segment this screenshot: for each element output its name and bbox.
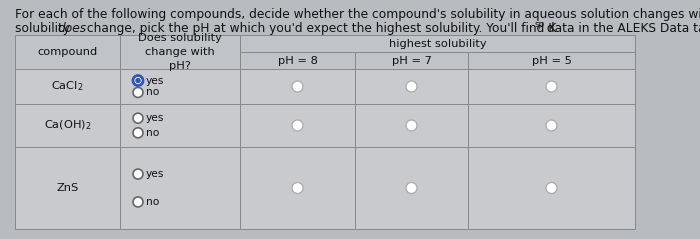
Text: highest solubility: highest solubility	[389, 38, 486, 49]
Circle shape	[133, 128, 143, 138]
Bar	[355, 147, 468, 229]
Bar	[120, 69, 240, 104]
Bar	[240, 69, 355, 104]
Text: no: no	[146, 87, 160, 98]
Circle shape	[292, 81, 303, 92]
Bar	[15, 147, 120, 229]
Bar	[468, 147, 635, 229]
Circle shape	[133, 169, 143, 179]
Text: pH = 5: pH = 5	[531, 55, 571, 65]
Bar	[240, 104, 355, 147]
Circle shape	[546, 120, 557, 131]
Text: solubility: solubility	[15, 22, 74, 35]
Text: CaCl$_2$: CaCl$_2$	[51, 80, 84, 93]
Text: pH = 8: pH = 8	[278, 55, 317, 65]
Circle shape	[133, 87, 143, 98]
Circle shape	[546, 81, 557, 92]
Circle shape	[133, 76, 143, 86]
Bar	[355, 104, 468, 147]
Bar	[355, 69, 468, 104]
Bar	[468, 52, 635, 69]
Text: no: no	[146, 197, 160, 207]
Text: yes: yes	[146, 76, 164, 86]
Circle shape	[406, 120, 417, 131]
Circle shape	[292, 183, 303, 194]
Text: pH = 7: pH = 7	[391, 55, 431, 65]
Circle shape	[133, 76, 143, 86]
Circle shape	[292, 120, 303, 131]
Text: ZnS: ZnS	[57, 183, 78, 193]
Text: compound: compound	[37, 47, 97, 57]
Bar	[468, 104, 635, 147]
Bar	[240, 35, 635, 52]
Text: sp: sp	[534, 20, 544, 29]
Text: Does solubility
change with
pH?: Does solubility change with pH?	[138, 33, 222, 71]
Circle shape	[406, 81, 417, 92]
Text: data in the ALEKS Data tab.: data in the ALEKS Data tab.	[543, 22, 700, 35]
Bar	[240, 147, 355, 229]
Text: yes: yes	[146, 169, 164, 179]
Text: yes: yes	[146, 113, 164, 123]
Bar	[120, 147, 240, 229]
Bar	[240, 52, 355, 69]
Text: no: no	[146, 128, 160, 138]
Circle shape	[135, 78, 141, 83]
Text: Ca(OH)$_2$: Ca(OH)$_2$	[43, 119, 91, 132]
Bar	[355, 52, 468, 69]
Text: For each of the following compounds, decide whether the compound's solubility in: For each of the following compounds, dec…	[15, 8, 700, 21]
Bar	[15, 35, 120, 69]
Circle shape	[133, 113, 143, 123]
Bar	[120, 104, 240, 147]
Bar	[15, 104, 120, 147]
Circle shape	[406, 183, 417, 194]
Bar	[120, 35, 240, 69]
Bar	[468, 69, 635, 104]
Circle shape	[133, 197, 143, 207]
Circle shape	[546, 183, 557, 194]
Text: change, pick the pH at which you'd expect the highest solubility. You'll find K: change, pick the pH at which you'd expec…	[83, 22, 556, 35]
Text: does: does	[57, 22, 86, 35]
Bar	[15, 69, 120, 104]
